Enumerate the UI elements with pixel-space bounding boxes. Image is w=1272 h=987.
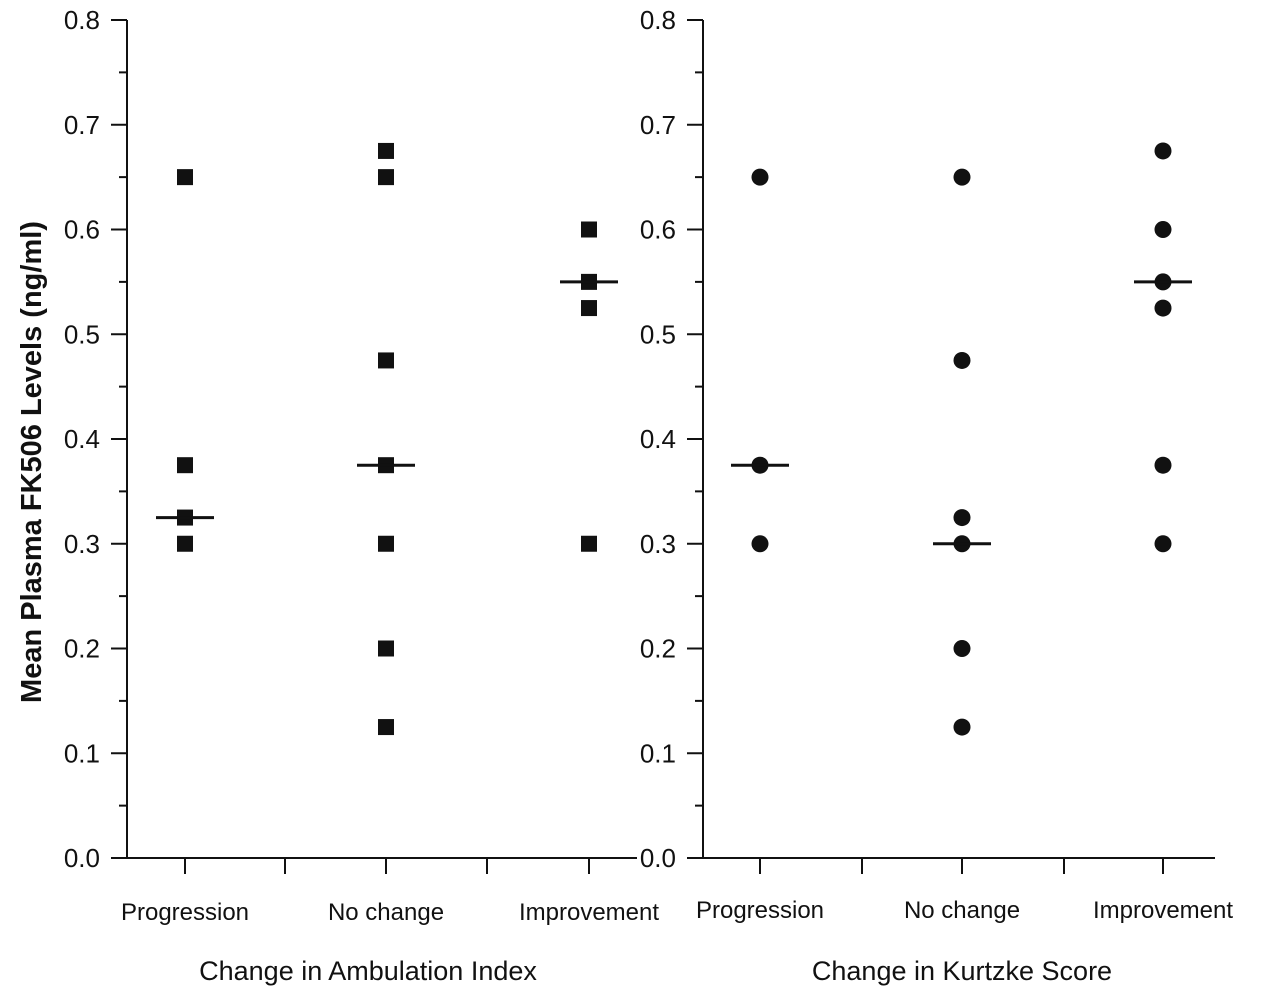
- data-point: [953, 718, 971, 736]
- data-point: [751, 168, 769, 186]
- y-tick-label: 0.1: [64, 738, 100, 768]
- data-point: [1154, 221, 1172, 238]
- data-point: [378, 719, 394, 736]
- y-tick-label: 0.5: [64, 319, 100, 349]
- data-point: [953, 168, 971, 186]
- y-tick-label: 0.5: [640, 319, 676, 349]
- chart-panel-1: 0.0 0.1 0.2 0.3 0.4 0.5 0.6 0.7 0.8 Progression No…: [64, 5, 660, 986]
- x-category-label: Improvement: [519, 899, 659, 926]
- data-point: [378, 142, 394, 159]
- x-category-label: Progression: [696, 897, 824, 924]
- data-point: [378, 352, 394, 369]
- y-axis-title: Mean Plasma FK506 Levels (ng/ml): [16, 221, 48, 703]
- data-point: [953, 351, 971, 369]
- x-category-label: No change: [328, 899, 444, 926]
- y-tick-label: 0.8: [64, 5, 100, 35]
- data-point: [1154, 535, 1172, 553]
- y-tick-label: 0.7: [640, 110, 676, 140]
- y-tick-label: 0.3: [64, 529, 100, 559]
- y-tick-label: 0.8: [640, 5, 676, 35]
- data-point: [177, 457, 193, 474]
- y-tick-label: 0.1: [640, 738, 676, 768]
- data-point: [177, 535, 193, 552]
- y-tick-label: 0.7: [64, 110, 100, 140]
- data-point: [581, 300, 597, 317]
- data-point: [953, 640, 971, 657]
- y-tick-label: 0.0: [640, 843, 676, 873]
- data-point: [581, 221, 597, 238]
- data-point: [953, 509, 971, 527]
- x-category-label: Improvement: [1093, 897, 1233, 924]
- y-tick-label: 0.2: [640, 634, 676, 664]
- x-axis-title: Change in Ambulation Index: [199, 956, 537, 986]
- chart-panel-2: 0.0 0.1 0.2 0.3 0.4 0.5 0.6 0.7 0.8 Progression No…: [640, 5, 1234, 986]
- data-point: [581, 535, 597, 552]
- y-tick-label: 0.4: [640, 424, 676, 454]
- data-point: [378, 169, 394, 186]
- data-point: [1154, 456, 1172, 474]
- data-point: [378, 640, 394, 657]
- y-tick-label: 0.6: [640, 215, 676, 245]
- y-tick-label: 0.3: [640, 529, 676, 559]
- y-tick-label: 0.0: [64, 843, 100, 873]
- data-point: [1154, 299, 1172, 317]
- y-tick-label: 0.2: [64, 634, 100, 664]
- x-category-label: No change: [904, 897, 1020, 924]
- data-point: [177, 169, 193, 186]
- data-point: [378, 535, 394, 552]
- data-point: [1154, 142, 1172, 160]
- x-category-label: Progression: [121, 899, 249, 926]
- y-tick-label: 0.6: [64, 215, 100, 245]
- data-point: [751, 535, 769, 553]
- y-tick-label: 0.4: [64, 424, 100, 454]
- x-axis-title: Change in Kurtzke Score: [812, 956, 1112, 986]
